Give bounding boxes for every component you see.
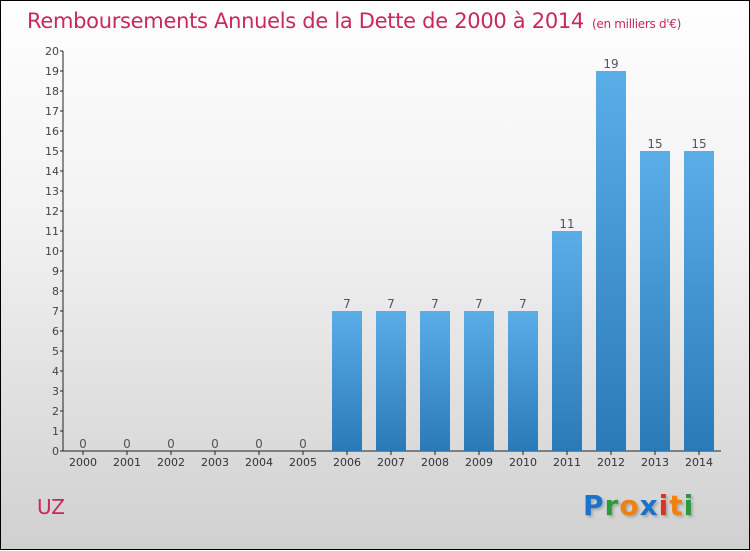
y-tick-label: 7	[52, 305, 59, 318]
y-tick-label: 0	[52, 445, 59, 458]
x-tick-label: 2007	[377, 456, 405, 469]
data-label: 11	[559, 217, 574, 231]
bar	[684, 151, 714, 451]
logo-letter: i	[683, 489, 695, 522]
y-tick-label: 5	[52, 345, 59, 358]
x-tick-label: 2005	[289, 456, 317, 469]
logo-letter: i	[658, 489, 670, 522]
y-tick-label: 3	[52, 385, 59, 398]
y-tick-label: 16	[45, 125, 59, 138]
y-tick-label: 15	[45, 145, 59, 158]
x-tick-label: 2002	[157, 456, 185, 469]
data-label: 0	[211, 437, 219, 451]
proxiti-logo: Proxiti	[583, 489, 694, 522]
y-tick-label: 13	[45, 185, 59, 198]
logo-letter: t	[669, 489, 684, 522]
bar	[508, 311, 538, 451]
x-tick-label: 2001	[113, 456, 141, 469]
y-tick-label: 18	[45, 85, 59, 98]
data-label: 0	[167, 437, 175, 451]
data-label: 0	[255, 437, 263, 451]
y-tick-label: 8	[52, 285, 59, 298]
data-label: 7	[343, 297, 351, 311]
x-tick-label: 2011	[553, 456, 581, 469]
y-tick-label: 11	[45, 225, 59, 238]
bar	[640, 151, 670, 451]
logo-letter: P	[583, 489, 605, 522]
bar	[420, 311, 450, 451]
x-tick-label: 2012	[597, 456, 625, 469]
x-tick-label: 2003	[201, 456, 229, 469]
bar	[596, 71, 626, 451]
x-tick-label: 2008	[421, 456, 449, 469]
bar	[464, 311, 494, 451]
title-text: Remboursements Annuels de la Dette de 20…	[27, 9, 584, 33]
y-tick-label: 17	[45, 105, 59, 118]
bar	[332, 311, 362, 451]
bar	[376, 311, 406, 451]
x-tick-label: 2014	[685, 456, 713, 469]
logo-letter: r	[604, 489, 620, 522]
unit-label: (en milliers d'€)	[592, 17, 682, 31]
y-tick-label: 6	[52, 325, 59, 338]
logo-letter: x	[639, 489, 659, 522]
data-label: 15	[691, 137, 706, 151]
y-tick-label: 1	[52, 425, 59, 438]
y-tick-label: 14	[45, 165, 59, 178]
data-label: 7	[519, 297, 527, 311]
x-tick-label: 2013	[641, 456, 669, 469]
data-label: 15	[647, 137, 662, 151]
x-tick-label: 2006	[333, 456, 361, 469]
y-tick-label: 2	[52, 405, 59, 418]
x-tick-label: 2009	[465, 456, 493, 469]
data-label: 0	[299, 437, 307, 451]
y-tick-label: 10	[45, 245, 59, 258]
data-label: 7	[387, 297, 395, 311]
data-label: 0	[79, 437, 87, 451]
place-label: UZ	[37, 495, 65, 519]
y-tick-label: 19	[45, 65, 59, 78]
logo-letter: o	[619, 489, 640, 522]
chart-title: Remboursements Annuels de la Dette de 20…	[27, 9, 681, 33]
y-tick-label: 20	[45, 45, 59, 58]
y-tick-label: 9	[52, 265, 59, 278]
x-tick-label: 2010	[509, 456, 537, 469]
bar	[552, 231, 582, 451]
data-label: 0	[123, 437, 131, 451]
data-label: 7	[475, 297, 483, 311]
data-label: 19	[603, 57, 618, 71]
x-tick-label: 2000	[69, 456, 97, 469]
x-tick-label: 2004	[245, 456, 273, 469]
data-label: 7	[431, 297, 439, 311]
y-tick-label: 12	[45, 205, 59, 218]
y-tick-label: 4	[52, 365, 59, 378]
